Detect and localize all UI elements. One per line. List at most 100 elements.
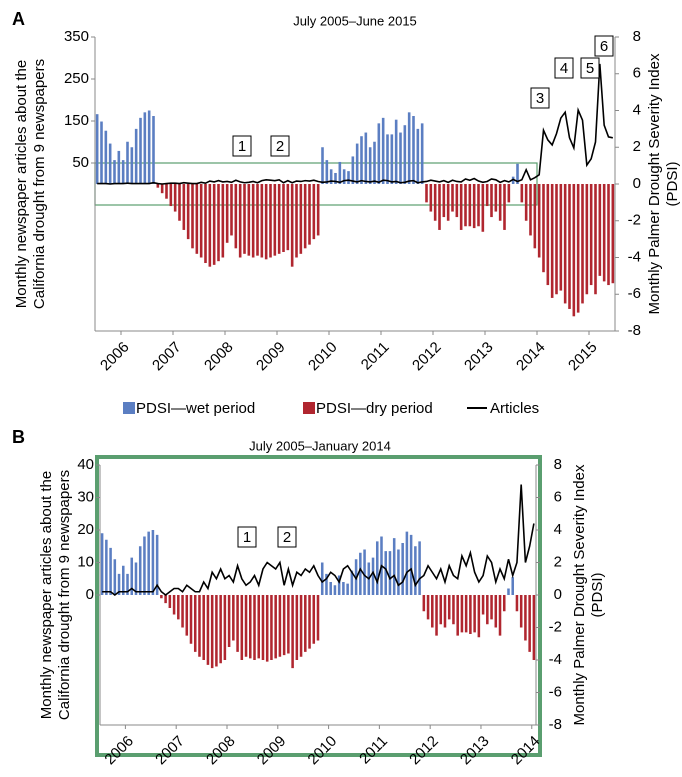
bar <box>503 184 506 230</box>
x-tick-label: 2013 <box>461 339 497 375</box>
bar <box>576 184 580 313</box>
bar <box>337 575 341 595</box>
bar <box>232 595 235 641</box>
y-axis-label: California drought from 9 newspapers <box>56 470 73 720</box>
bar <box>130 147 134 184</box>
bar <box>452 595 455 625</box>
annotation-box <box>594 35 614 57</box>
x-tick-label: 2011 <box>356 733 391 768</box>
bar <box>304 595 307 652</box>
bar <box>533 184 537 249</box>
bar <box>261 595 265 660</box>
bar <box>240 595 244 660</box>
bar <box>104 130 108 184</box>
bar <box>121 160 125 184</box>
bar <box>165 184 168 199</box>
bar <box>472 184 476 229</box>
legend-label: PDSI—wet period <box>136 400 255 417</box>
bar <box>198 595 201 657</box>
bar <box>286 184 290 251</box>
bar <box>282 184 285 252</box>
annotation: 5 <box>586 60 594 77</box>
bar <box>418 541 421 595</box>
y2-tick-label: -8 <box>549 716 562 733</box>
bar <box>173 184 177 212</box>
bar <box>498 595 502 636</box>
bar <box>516 163 519 184</box>
bar <box>325 573 328 595</box>
annotation-box <box>270 135 290 157</box>
y2-tick-label: 4 <box>633 101 641 118</box>
bar <box>416 128 420 184</box>
bar <box>160 595 163 599</box>
bar <box>321 147 324 184</box>
bar <box>282 595 286 656</box>
bar <box>143 536 146 595</box>
bar <box>607 184 610 286</box>
bar <box>439 595 443 625</box>
annotation: 1 <box>238 138 246 155</box>
bar <box>550 184 554 298</box>
bar <box>442 184 446 218</box>
bar <box>273 184 277 256</box>
bar <box>390 134 394 184</box>
y-tick-label: 50 <box>72 154 89 171</box>
bar <box>105 539 108 595</box>
bar <box>594 184 597 295</box>
bar <box>234 184 238 249</box>
x-tick-label: 2014 <box>513 339 549 375</box>
annotation: 6 <box>600 38 608 55</box>
bar <box>611 184 615 284</box>
bar <box>602 184 606 282</box>
x-tick-label: 2009 <box>254 733 290 769</box>
bar <box>338 161 342 184</box>
bar <box>481 595 485 615</box>
bar <box>529 184 532 236</box>
bar <box>459 184 463 230</box>
bar <box>185 595 189 636</box>
y2-tick-label: -2 <box>549 618 562 635</box>
bar <box>433 184 437 221</box>
bar <box>204 184 207 264</box>
bar <box>244 595 248 657</box>
bar <box>168 595 172 608</box>
bar <box>360 136 363 184</box>
bar <box>572 184 576 317</box>
bar <box>568 184 571 309</box>
bar <box>401 543 404 595</box>
chart-title: July 2005–January 2014 <box>249 438 391 453</box>
bar <box>371 557 375 595</box>
bar <box>443 595 447 628</box>
legend-label: PDSI—dry period <box>316 400 433 417</box>
bar <box>100 533 104 595</box>
bar <box>151 530 155 595</box>
bar <box>490 595 493 620</box>
bar <box>581 184 584 304</box>
bar <box>542 184 545 273</box>
bar <box>152 116 155 184</box>
bar <box>486 595 489 625</box>
bar <box>113 160 116 184</box>
bar <box>502 595 506 612</box>
y2-tick-label: 2 <box>633 138 641 155</box>
line <box>97 63 613 185</box>
bar <box>346 583 349 595</box>
bar <box>388 551 392 595</box>
bar <box>260 184 264 258</box>
bar <box>308 595 311 649</box>
bar <box>138 546 142 595</box>
bar <box>199 184 203 258</box>
panel-label: B <box>12 427 25 447</box>
legend-swatch <box>123 402 135 414</box>
bar <box>212 184 216 265</box>
annotation: 2 <box>276 138 284 155</box>
bar <box>397 549 400 595</box>
bar <box>299 595 303 657</box>
x-tick-label: 2006 <box>97 339 133 375</box>
x-tick-label: 2008 <box>201 339 237 375</box>
bar <box>528 595 531 652</box>
bar <box>277 184 281 254</box>
bar <box>342 169 346 184</box>
bar <box>178 184 181 221</box>
bar <box>206 595 210 665</box>
